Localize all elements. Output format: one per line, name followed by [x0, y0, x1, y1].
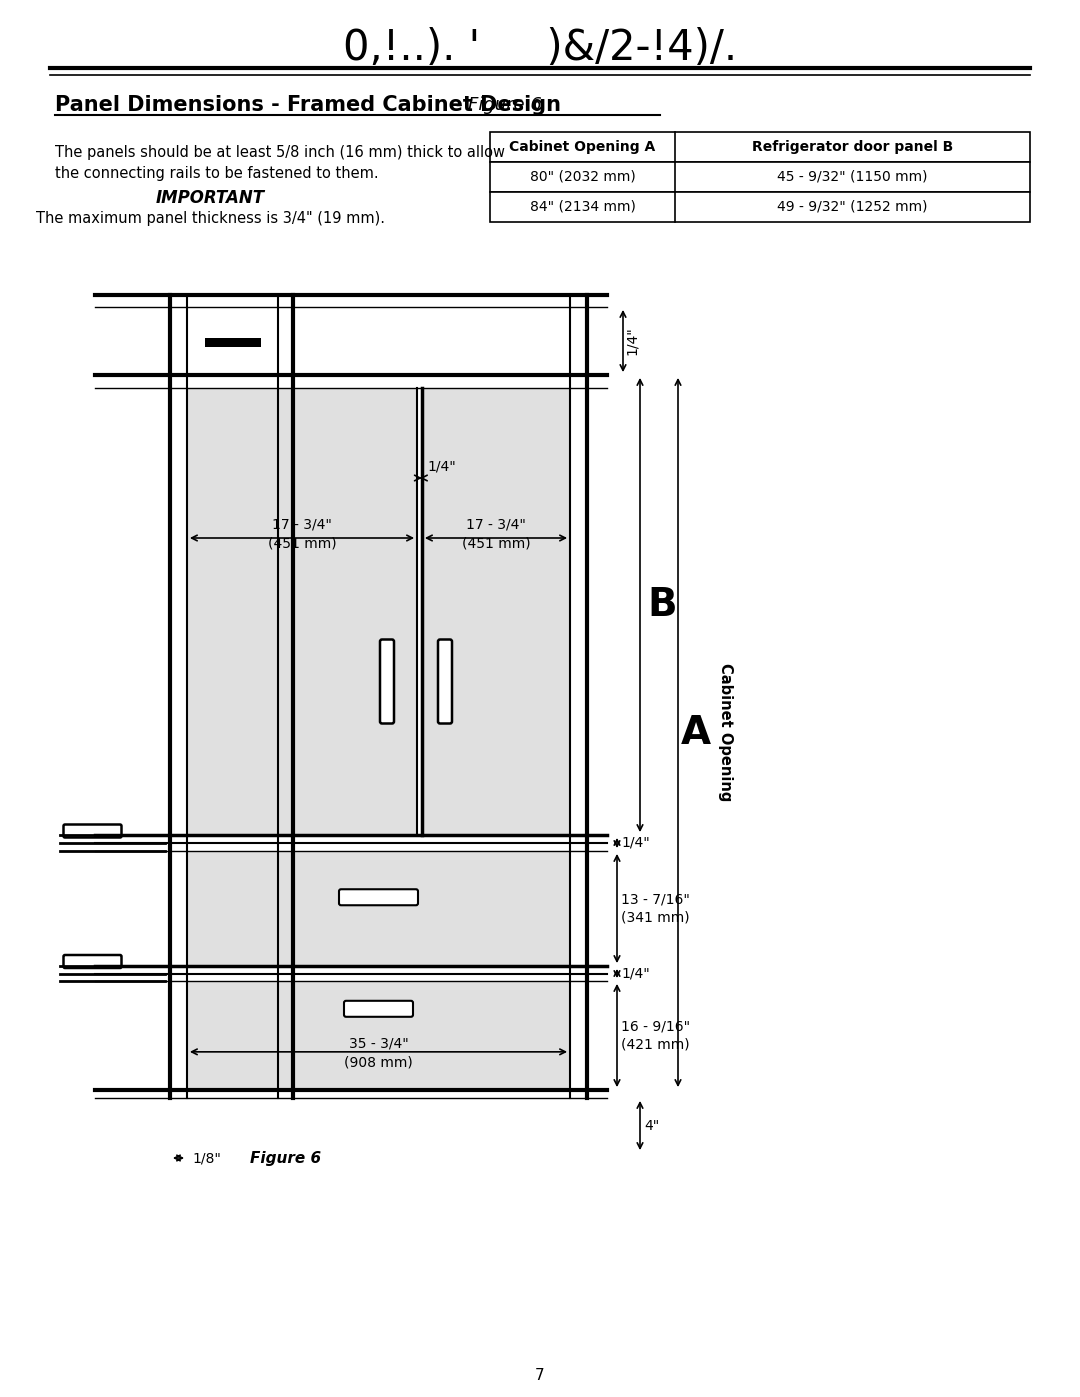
Text: 1/4": 1/4": [625, 327, 639, 355]
Bar: [422, 388, 570, 835]
Text: A: A: [680, 714, 711, 752]
Text: 17 - 3/4"
(451 mm): 17 - 3/4" (451 mm): [461, 518, 530, 550]
Text: 84" (2134 mm): 84" (2134 mm): [529, 200, 635, 214]
Text: 45 - 9/32" (1150 mm): 45 - 9/32" (1150 mm): [778, 170, 928, 184]
Text: 17 - 3/4"
(451 mm): 17 - 3/4" (451 mm): [268, 518, 336, 550]
Text: Cabinet Opening A: Cabinet Opening A: [510, 140, 656, 154]
FancyBboxPatch shape: [380, 640, 394, 724]
Text: Panel Dimensions - Framed Cabinet Design: Panel Dimensions - Framed Cabinet Design: [55, 95, 561, 115]
Text: Figure 6: Figure 6: [249, 1151, 321, 1165]
Text: 7: 7: [536, 1368, 544, 1383]
Text: 1/4": 1/4": [621, 967, 650, 981]
Text: 16 - 9/16"
(421 mm): 16 - 9/16" (421 mm): [621, 1020, 690, 1052]
Bar: [187, 388, 417, 835]
Text: 80" (2032 mm): 80" (2032 mm): [529, 170, 635, 184]
Bar: [490, 191, 1030, 222]
Text: 1/4": 1/4": [621, 835, 650, 849]
FancyBboxPatch shape: [339, 890, 418, 905]
Text: - Figure 6: - Figure 6: [450, 96, 542, 115]
Text: 49 - 9/32" (1252 mm): 49 - 9/32" (1252 mm): [778, 200, 928, 214]
FancyBboxPatch shape: [64, 956, 121, 968]
Text: Cabinet Opening: Cabinet Opening: [717, 664, 732, 802]
Text: 1/8": 1/8": [192, 1151, 221, 1165]
Text: Refrigerator door panel B: Refrigerator door panel B: [752, 140, 954, 154]
Text: B: B: [647, 585, 677, 624]
Text: 4": 4": [644, 1119, 659, 1133]
Text: 35 - 3/4"
(908 mm): 35 - 3/4" (908 mm): [345, 1037, 413, 1069]
Bar: [187, 851, 570, 965]
Text: 0,!..). '     )&/2-!4)/.: 0,!..). ' )&/2-!4)/.: [343, 27, 737, 68]
Text: IMPORTANT: IMPORTANT: [156, 189, 265, 207]
FancyBboxPatch shape: [64, 824, 121, 837]
Text: 13 - 7/16"
(341 mm): 13 - 7/16" (341 mm): [621, 893, 690, 925]
Text: The maximum panel thickness is 3/4" (19 mm).: The maximum panel thickness is 3/4" (19 …: [36, 211, 384, 225]
Bar: [490, 131, 1030, 162]
Text: 1/4": 1/4": [427, 460, 456, 474]
Bar: [187, 981, 570, 1090]
Bar: [490, 162, 1030, 191]
FancyBboxPatch shape: [438, 640, 453, 724]
Text: The panels should be at least 5/8 inch (16 mm) thick to allow
the connecting rai: The panels should be at least 5/8 inch (…: [55, 145, 505, 182]
FancyBboxPatch shape: [345, 1000, 413, 1017]
Bar: [204, 338, 260, 346]
